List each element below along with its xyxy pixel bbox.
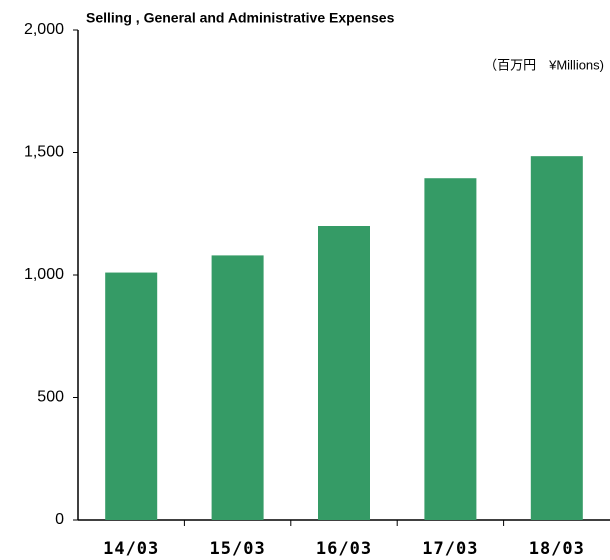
- y-tick-label: 1,000: [24, 266, 64, 283]
- x-tick-label: 18/03: [529, 539, 585, 559]
- bar: [211, 255, 264, 520]
- bar: [530, 156, 583, 521]
- y-tick-label: 1,500: [24, 144, 64, 161]
- bar: [424, 178, 477, 520]
- y-tick-label: 2,000: [24, 21, 64, 38]
- x-tick-label: 15/03: [210, 539, 266, 559]
- chart-title: Selling , General and Administrative Exp…: [86, 10, 395, 26]
- x-tick-label: 14/03: [103, 539, 159, 559]
- bar: [318, 226, 370, 520]
- y-tick-label: 500: [37, 389, 64, 406]
- bar: [105, 272, 158, 520]
- unit-label: （百万円 ¥Millions): [484, 57, 604, 72]
- y-tick-label: 0: [55, 511, 64, 528]
- x-tick-label: 17/03: [422, 539, 478, 559]
- x-tick-label: 16/03: [316, 539, 372, 559]
